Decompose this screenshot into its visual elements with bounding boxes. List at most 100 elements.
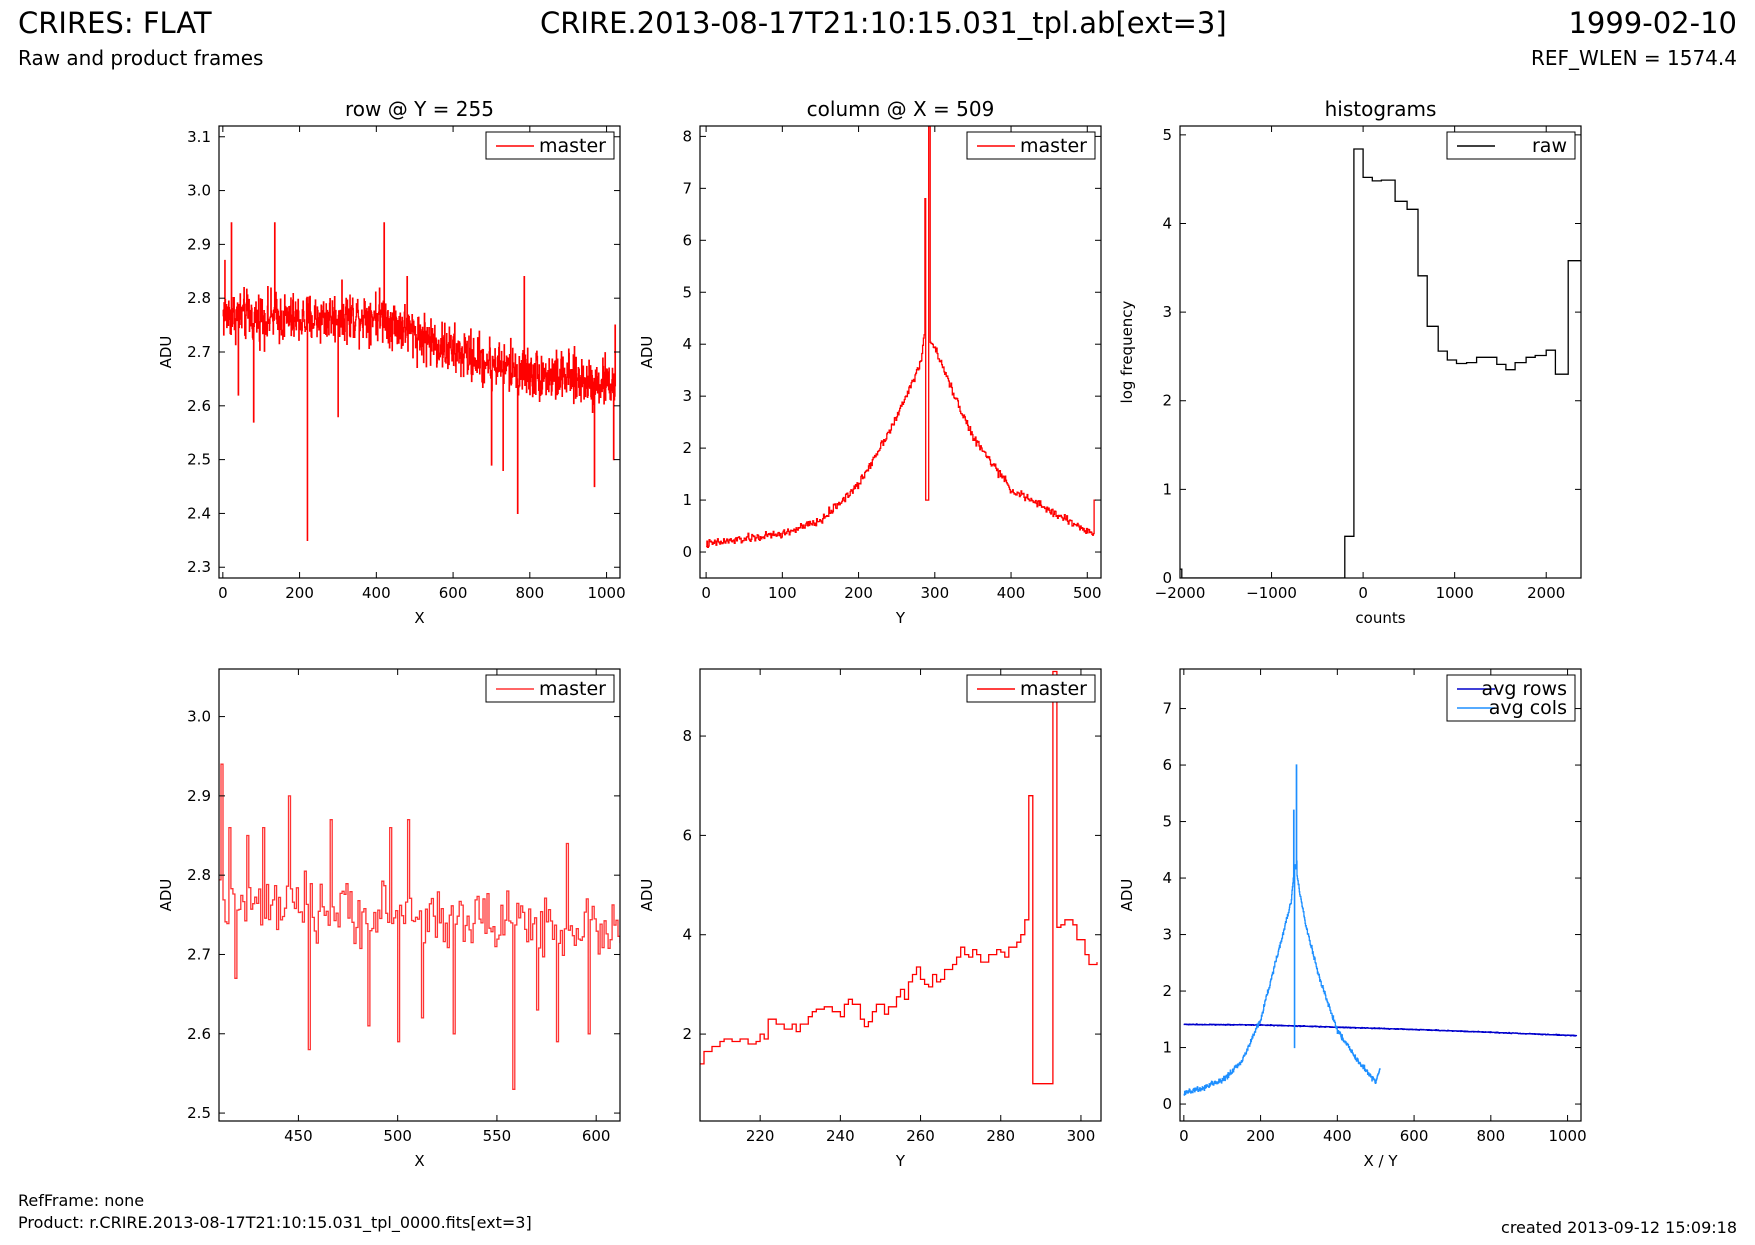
- legend-box: [1446, 674, 1576, 722]
- y-tick-label: 2.5: [187, 451, 211, 469]
- x-tick-label: 800: [516, 584, 545, 602]
- x-tick-label: 0: [1179, 1127, 1189, 1145]
- chart-panel-3: −2000 −1000 0 1000 2000 0 1 2 3 4 5 histograms count…: [1118, 97, 1582, 627]
- y-tick-label: 2.3: [187, 558, 211, 576]
- x-tick-label: 600: [439, 584, 468, 602]
- x-axis-label: Y: [895, 609, 906, 627]
- x-tick-label: 0: [701, 584, 711, 602]
- y-tick-label: 3: [1162, 303, 1172, 321]
- figure-title: CRIRES: FLAT: [18, 6, 212, 40]
- y-tick-label: 7: [682, 179, 692, 197]
- y-tick-label: 4: [1162, 869, 1172, 887]
- series-line-master: [706, 126, 1096, 548]
- plot-frame: [1179, 125, 1582, 579]
- x-tick-label: −2000: [1155, 584, 1206, 602]
- y-tick-label: 6: [682, 826, 692, 844]
- series-line-avg-cols: [1183, 764, 1381, 1096]
- y-tick-label: 2: [1162, 392, 1172, 410]
- series-line-avg-rows: [1183, 1023, 1578, 1037]
- y-axis-label: ADU: [157, 336, 175, 369]
- y-tick-label: 5: [1162, 126, 1172, 144]
- chart-panel-2: 0 100 200 300 400 500 0 1 2 3 4 5 6 7 8 column @ X = 50…: [638, 97, 1102, 627]
- x-tick-label: 500: [1073, 584, 1102, 602]
- chart-panel-6: 0 200 400 600 800 1000 0 1 2 3 4 5 6 7 X / Y ADU avg row…: [1118, 668, 1587, 1170]
- chart-title: column @ X = 509: [807, 97, 995, 121]
- x-tick-label: 0: [1358, 584, 1368, 602]
- plot-frame: [699, 668, 1102, 1122]
- y-tick-label: 0: [1162, 1095, 1172, 1113]
- series-line-master: [222, 222, 617, 541]
- observation-date: 1999-02-10: [1568, 6, 1737, 40]
- x-axis-label: X: [414, 609, 424, 627]
- x-tick-label: 2000: [1527, 584, 1565, 602]
- legend-label: master: [1020, 678, 1087, 700]
- legend-label: master: [1020, 135, 1087, 157]
- series-group: [706, 126, 1096, 548]
- y-tick-label: 4: [1162, 214, 1172, 232]
- y-tick-label: 8: [682, 727, 692, 745]
- y-tick-label: 4: [682, 926, 692, 944]
- y-tick-label: 2.8: [187, 289, 211, 307]
- x-tick-label: 0: [218, 584, 228, 602]
- y-tick-label: 8: [682, 127, 692, 145]
- y-tick-label: 2: [1162, 982, 1172, 1000]
- y-tick-label: 2.6: [187, 1025, 211, 1043]
- x-tick-label: 600: [1400, 1127, 1429, 1145]
- x-tick-label: 200: [285, 584, 314, 602]
- x-tick-label: 200: [1246, 1127, 1275, 1145]
- x-axis-label: Y: [895, 1152, 906, 1170]
- y-tick-label: 6: [1162, 756, 1172, 774]
- y-tick-label: 2.9: [187, 235, 211, 253]
- y-axis-label: log frequency: [1118, 300, 1136, 403]
- y-axis-label: ADU: [638, 879, 656, 912]
- y-tick-label: 3.0: [187, 182, 211, 200]
- created-timestamp: created 2013-09-12 15:09:18: [1501, 1218, 1737, 1237]
- refframe-label: RefFrame: none: [18, 1191, 145, 1210]
- x-tick-label: 450: [284, 1127, 313, 1145]
- y-tick-label: 2.4: [187, 504, 211, 522]
- x-axis-label: counts: [1355, 609, 1405, 627]
- x-tick-label: 400: [1323, 1127, 1352, 1145]
- series-group: [700, 670, 1098, 1085]
- legend-box: [485, 674, 615, 703]
- x-tick-label: 280: [986, 1127, 1015, 1145]
- y-tick-label: 7: [1162, 700, 1172, 718]
- plot-frame: [218, 125, 621, 579]
- chart-panel-4: 450 500 550 600 2.5 2.6 2.7 2.8 2.9 3.0 X ADU master: [157, 668, 621, 1170]
- x-tick-label: 800: [1477, 1127, 1506, 1145]
- y-tick-label: 2.9: [187, 787, 211, 805]
- y-axis-label: ADU: [638, 336, 656, 369]
- x-tick-label: 600: [582, 1127, 611, 1145]
- legend-label: avg cols: [1489, 697, 1567, 719]
- file-name-title: CRIRE.2013-08-17T21:10:15.031_tpl.ab[ext…: [540, 6, 1227, 40]
- x-tick-label: 400: [362, 584, 391, 602]
- series-group: [1183, 764, 1578, 1096]
- y-tick-label: 6: [682, 231, 692, 249]
- chart-title: row @ Y = 255: [345, 97, 494, 121]
- y-tick-label: 0: [682, 543, 692, 561]
- x-tick-label: 300: [1067, 1127, 1096, 1145]
- y-tick-label: 2: [682, 439, 692, 457]
- series-group: [1180, 148, 1581, 578]
- y-tick-label: 5: [1162, 813, 1172, 831]
- y-tick-label: 3: [682, 387, 692, 405]
- y-tick-label: 4: [682, 335, 692, 353]
- figure-subtitle: Raw and product frames: [18, 46, 264, 70]
- x-tick-label: 300: [920, 584, 949, 602]
- product-label: Product: r.CRIRE.2013-08-17T21:10:15.031…: [18, 1213, 532, 1232]
- y-tick-label: 2.6: [187, 397, 211, 415]
- x-tick-label: 100: [768, 584, 797, 602]
- y-tick-label: 3: [1162, 926, 1172, 944]
- y-tick-label: 2: [682, 1025, 692, 1043]
- x-tick-label: 260: [906, 1127, 935, 1145]
- legend-label: avg rows: [1482, 678, 1567, 700]
- x-tick-label: 200: [844, 584, 873, 602]
- y-tick-label: 3.0: [187, 708, 211, 726]
- x-tick-label: 400: [997, 584, 1026, 602]
- legend-label: master: [539, 678, 606, 700]
- chart-title: histograms: [1325, 97, 1437, 121]
- x-tick-label: 1000: [1436, 584, 1474, 602]
- legend-label: raw: [1532, 135, 1567, 157]
- x-tick-label: 1000: [1548, 1127, 1586, 1145]
